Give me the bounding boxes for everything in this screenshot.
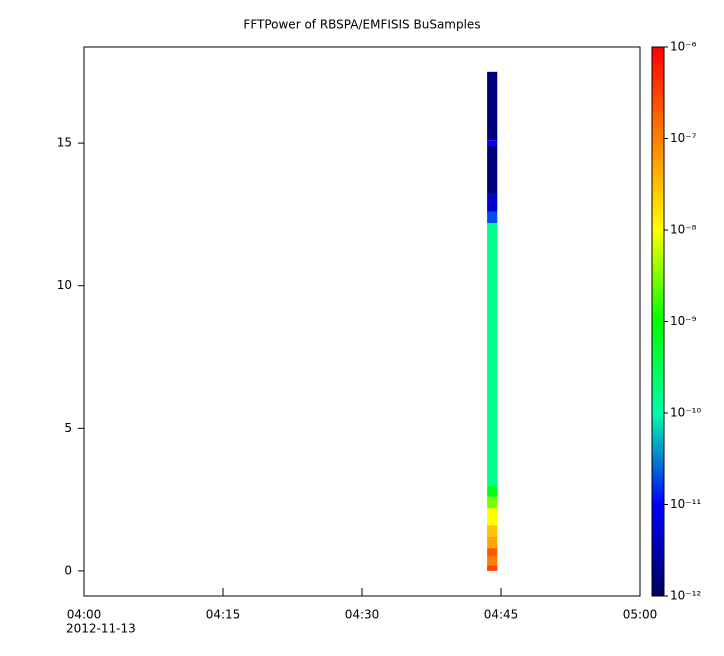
colorbar-tick-label: 10⁻⁷ (670, 131, 697, 145)
colorbar-tick-label: 10⁻⁸ (670, 223, 697, 237)
colorbar (651, 46, 665, 597)
spectrogram-cell (487, 485, 498, 497)
x-tick-label: 04:00 (67, 608, 102, 622)
colorbar-tick-label: 10⁻¹¹ (670, 497, 701, 511)
spectrogram-cell (487, 145, 498, 195)
spectrogram-cell (487, 194, 498, 212)
y-tick-label: 10 (57, 278, 72, 292)
spectrogram-cell (487, 211, 498, 223)
chart-title: FFTPower of RBSPA/EMFISIS BuSamples (243, 18, 480, 32)
y-tick-label: 5 (64, 421, 72, 435)
spectrogram-cell (487, 536, 498, 549)
spectrogram-cell (487, 525, 498, 537)
spectrogram-cell (487, 71, 498, 141)
x-tick-label: 04:45 (484, 608, 519, 622)
x-tick-label: 05:00 (623, 608, 658, 622)
spectrogram-cell (487, 565, 498, 571)
y-tick-label: 0 (64, 563, 72, 577)
spectrogram-cell (487, 508, 498, 526)
spectrogram-cell (487, 140, 498, 146)
spectrogram-cell (487, 548, 498, 557)
spectrogram-cell (487, 496, 498, 509)
spectrogram-cell (487, 556, 498, 566)
colorbar-tick-label: 10⁻⁹ (670, 314, 697, 328)
colorbar-tick-label: 10⁻¹⁰ (670, 406, 701, 420)
x-tick-label: 04:15 (206, 608, 241, 622)
x-date-label: 2012-11-13 (66, 622, 136, 636)
y-tick-label: 15 (57, 136, 72, 150)
x-tick-label: 04:30 (345, 608, 380, 622)
colorbar-tick-label: 10⁻⁶ (670, 40, 697, 54)
plot-frame (83, 46, 641, 597)
colorbar-tick-label: 10⁻¹² (670, 589, 701, 603)
spectrogram-cell (487, 222, 498, 486)
